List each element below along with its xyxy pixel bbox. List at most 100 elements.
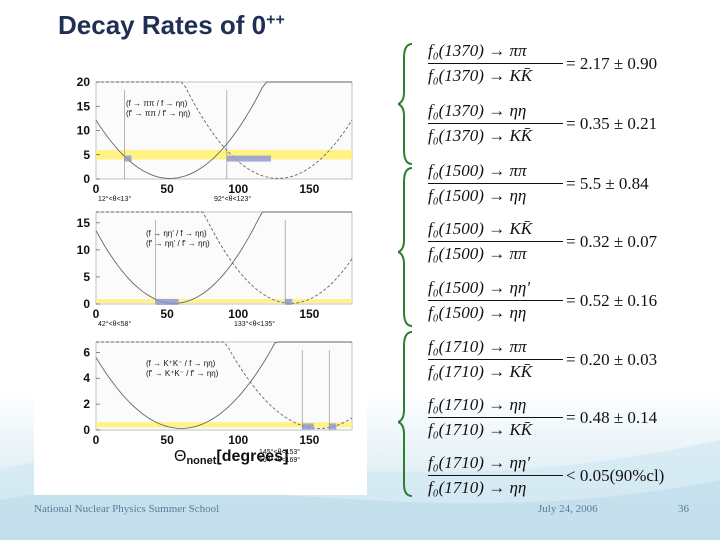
fraction-bar	[428, 300, 563, 301]
ratio-denominator: f₀(1500) → ππ	[428, 244, 527, 263]
title-superscript: ++	[266, 11, 285, 29]
legend-entry: (f → K⁺K⁻ / f → ηη)	[146, 359, 216, 368]
ratio-numerator: f₀(1500) → KK̄	[428, 219, 533, 238]
ratio-numerator: f₀(1370) → ππ	[428, 41, 527, 60]
y-tick-label: 5	[83, 270, 90, 284]
panel-frame	[95, 341, 353, 431]
y-tick-label: 20	[77, 75, 91, 89]
ratio-result: = 0.32 ± 0.07	[566, 232, 658, 251]
fraction-bar	[428, 475, 563, 476]
ratio-denominator: f₀(1370) → KK̄	[428, 66, 533, 85]
legend-entry: (f' → ηη' / f' → ηη)	[146, 239, 210, 248]
x-tick-label: 50	[160, 182, 174, 196]
range-label: 92°<θ<123°	[214, 195, 251, 203]
allowed-region	[302, 423, 314, 430]
ratio-fraction: f₀(1370) → ηη f₀(1370) → KK̄	[428, 100, 563, 147]
y-tick-label: 0	[83, 297, 90, 311]
x-tick-label: 100	[228, 433, 248, 447]
ratio-fraction: f₀(1710) → ηη f₀(1710) → KK̄	[428, 394, 563, 441]
fraction-bar	[428, 417, 563, 418]
ratio-result: = 0.35 ± 0.21	[566, 114, 658, 133]
x-tick-label: 0	[93, 182, 100, 196]
legend-entry: (f → ηη' / f → ηη)	[146, 229, 207, 238]
legend-entry: (f → ππ / f → ηη)	[126, 99, 188, 108]
ratio-curve	[95, 81, 352, 179]
ratio-denominator: f₀(1710) → KK̄	[428, 362, 533, 381]
ratio-denominator: f₀(1710) → ηη	[428, 478, 527, 497]
allowed-region	[226, 155, 271, 162]
fraction-bar	[428, 183, 563, 184]
ratio-fraction: f₀(1370) → ππ f₀(1370) → KK̄	[428, 40, 563, 87]
allowed-region	[329, 423, 337, 430]
ratio-result: = 0.52 ± 0.16	[566, 291, 658, 310]
range-label: 12°<θ<13°	[98, 195, 131, 203]
slide-title: Decay Rates of 0++	[58, 10, 285, 40]
ratio-denominator: f₀(1710) → KK̄	[428, 420, 533, 439]
fraction-bar	[428, 123, 563, 124]
panel-frame	[95, 211, 353, 305]
ratio-denominator: f₀(1370) → KK̄	[428, 126, 533, 145]
ratio-result: = 0.48 ± 0.14	[566, 408, 658, 427]
allowed-band	[96, 422, 352, 428]
ratio-numerator: f₀(1370) → ηη	[428, 101, 527, 120]
ratio-result: < 0.05(90%cl)	[566, 466, 665, 485]
y-tick-label: 4	[83, 371, 90, 385]
y-tick-label: 15	[77, 216, 91, 230]
range-label: 145°<θ<153°	[259, 448, 300, 456]
ratio-fraction: f₀(1500) → KK̄ f₀(1500) → ππ	[428, 218, 563, 265]
x-axis-label: Θnonet[degrees]	[174, 448, 288, 467]
brace-f1710	[398, 331, 413, 497]
ratio-fraction: f₀(1500) → ππ f₀(1500) → ηη	[428, 160, 563, 207]
y-tick-label: 6	[83, 345, 90, 359]
ratio-curve	[95, 211, 352, 304]
x-tick-label: 100	[228, 182, 248, 196]
footer-date: July 24, 2006	[538, 503, 598, 515]
ratio-result: = 5.5 ± 0.84	[566, 174, 649, 193]
allowed-region	[155, 298, 179, 305]
ratio-numerator: f₀(1710) → ηη'	[428, 453, 530, 472]
fraction-bar	[428, 63, 563, 64]
range-label: 133°<θ<135°	[234, 320, 275, 328]
ratio-denominator: f₀(1500) → ηη	[428, 303, 527, 322]
ratio-curve	[95, 341, 352, 429]
ratio-curve	[96, 81, 353, 179]
range-label: 42°<θ<58°	[98, 320, 131, 328]
allowed-region	[124, 155, 132, 162]
x-tick-label: 50	[160, 307, 174, 321]
allowed-region	[285, 298, 293, 305]
allowed-band	[96, 299, 352, 303]
x-tick-label: 150	[299, 182, 319, 196]
range-label: 164°<θ<169°	[259, 456, 300, 464]
ratio-fraction: f₀(1710) → ηη' f₀(1710) → ηη	[428, 452, 563, 499]
ratio-numerator: f₀(1710) → ππ	[428, 337, 527, 356]
group-braces	[398, 43, 413, 497]
y-tick-label: 5	[83, 148, 90, 162]
footer-school: National Nuclear Physics Summer School	[34, 503, 220, 515]
y-tick-label: 10	[77, 124, 91, 138]
ratio-result: = 2.17 ± 0.90	[566, 54, 658, 73]
y-tick-label: 2	[83, 397, 90, 411]
x-tick-label: 0	[93, 433, 100, 447]
ratio-numerator: f₀(1710) → ηη	[428, 395, 527, 414]
y-tick-label: 0	[83, 172, 90, 186]
ratio-curve	[96, 211, 353, 304]
x-tick-label: 150	[299, 433, 319, 447]
ratio-numerator: f₀(1500) → ηη'	[428, 278, 530, 297]
panel-frame	[95, 81, 353, 180]
ratio-result: = 0.20 ± 0.03	[566, 350, 658, 369]
nonet-angle-plot: 20 15 10 5 0 0 50 100 150 (f → ππ / f → ηη) (f' → …	[34, 52, 367, 495]
x-tick-label: 0	[93, 307, 100, 321]
brace-f1500	[398, 167, 413, 327]
footer-page-number: 36	[678, 503, 689, 515]
fraction-bar	[428, 241, 563, 242]
legend-entry: (f' → ππ / f' → ηη)	[126, 109, 191, 118]
fraction-bar	[428, 359, 563, 360]
y-tick-label: 10	[77, 243, 91, 257]
ratio-fraction: f₀(1710) → ππ f₀(1710) → KK̄	[428, 336, 563, 383]
ratio-denominator: f₀(1500) → ηη	[428, 186, 527, 205]
legend-entry: (f' → K⁺K⁻ / f' → ηη)	[146, 369, 219, 378]
x-tick-label: 100	[228, 307, 248, 321]
x-tick-label: 150	[299, 307, 319, 321]
brace-f1370	[398, 43, 413, 165]
